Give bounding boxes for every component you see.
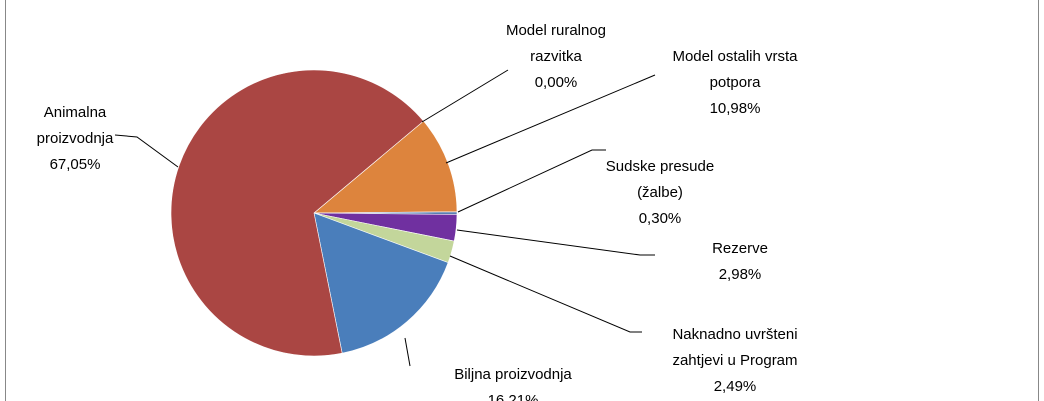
leader-line — [456, 229, 655, 256]
data-label: Biljna proizvodnja 16,21% — [413, 362, 613, 401]
leader-line — [421, 69, 509, 123]
data-label: Animalna proizvodnja 67,05% — [25, 100, 125, 178]
value-label: 2,98% — [718, 266, 762, 283]
leader-line — [457, 149, 606, 213]
pie-slice — [313, 212, 449, 354]
category-label: Model ostalih vrsta potpora — [672, 48, 798, 91]
category-label: Model ruralnog razvitka — [505, 22, 607, 65]
value-label: 10,98% — [709, 100, 761, 117]
category-label: Animalna proizvodnja — [36, 104, 114, 147]
pie-slice — [313, 120, 458, 214]
value-label: 16,21% — [487, 392, 539, 401]
category-label: Rezerve — [712, 240, 768, 257]
data-label: Model ruralnog razvitka 0,00% — [486, 18, 626, 96]
pie-slice — [170, 69, 424, 357]
leader-line — [445, 74, 656, 164]
value-label: 0,00% — [534, 74, 578, 91]
value-label: 67,05% — [49, 156, 101, 173]
leader-line — [449, 255, 642, 333]
data-label: Rezerve 2,98% — [690, 236, 790, 288]
category-label: Sudske presude (žalbe) — [605, 158, 715, 201]
value-label: 0,30% — [638, 210, 682, 227]
value-label: 2,49% — [713, 378, 757, 395]
category-label: Biljna proizvodnja — [454, 366, 572, 383]
leader-line — [404, 337, 411, 367]
category-label: Naknadno uvršteni zahtjevi u Program — [672, 326, 798, 369]
data-label: Model ostalih vrsta potpora 10,98% — [670, 44, 800, 122]
data-label: Sudske presude (žalbe) 0,30% — [590, 154, 730, 232]
data-label: Naknadno uvršteni zahtjevi u Program 2,49… — [645, 322, 825, 400]
leader-line — [114, 134, 179, 168]
